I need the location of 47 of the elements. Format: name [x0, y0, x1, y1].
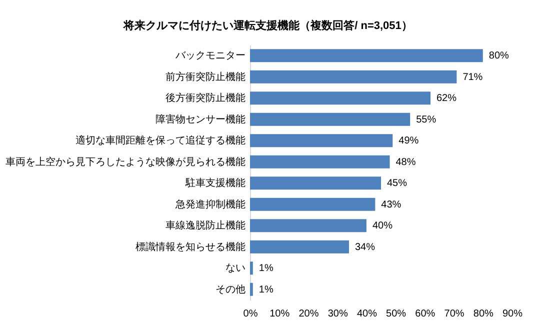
data-label: 43%: [381, 199, 402, 210]
bar: [250, 176, 381, 190]
bar: [250, 155, 390, 168]
bar: [250, 219, 366, 232]
x-tick-label: 30%: [328, 308, 348, 320]
data-label: 40%: [372, 220, 393, 232]
y-tick-label: 車両を上空から見下ろしたような映像が見られる機能: [6, 156, 246, 168]
data-label: 45%: [387, 178, 408, 190]
x-tick-label: 40%: [356, 308, 378, 320]
y-tick-label: 後方衝突防止機能: [166, 92, 246, 104]
x-tick-label: 90%: [502, 308, 523, 320]
bar: [250, 262, 253, 275]
data-label: 80%: [488, 50, 510, 62]
x-tick-label: 70%: [444, 308, 464, 320]
x-tick-label: 60%: [415, 308, 436, 320]
y-tick-label: ない: [226, 263, 246, 274]
bar: [250, 49, 483, 62]
y-tick-label: 障害物センサー機能: [156, 113, 246, 126]
y-tick-label: その他: [216, 283, 246, 296]
bar: [250, 70, 457, 84]
bar: [250, 240, 349, 254]
y-tick-label: 標識情報を知らせる機能: [136, 240, 246, 253]
data-label: 34%: [354, 242, 376, 253]
data-label: 49%: [398, 136, 419, 147]
y-tick-label: 駐車支援機能: [184, 177, 246, 190]
bar: [250, 198, 376, 211]
chart-title: 将来クルマに付けたい運転支援機能（複数回答/ n=3,051）: [122, 19, 412, 32]
bar: [250, 92, 430, 105]
bar: [250, 112, 410, 126]
y-tick-label: 前方衝突防止機能: [166, 70, 246, 83]
x-tick-label: 0%: [243, 308, 258, 320]
y-tick-label: 適切な車間距離を保って追従する機能: [76, 134, 246, 147]
data-label: 55%: [416, 114, 436, 126]
data-label: 71%: [462, 72, 483, 83]
x-tick-label: 20%: [298, 308, 319, 320]
y-tick-label: 車線逸脱防止機能: [166, 220, 246, 232]
x-tick-label: 80%: [473, 308, 494, 320]
data-label: 48%: [396, 156, 416, 168]
y-tick-label: バックモニター: [174, 50, 246, 62]
bar: [250, 282, 253, 296]
data-label: 1%: [258, 284, 274, 296]
y-tick-label: 急発進抑制機能: [174, 198, 246, 210]
data-label: 1%: [258, 263, 274, 274]
bar: [250, 134, 393, 148]
data-label: 62%: [436, 93, 457, 104]
x-tick-label: 50%: [386, 308, 406, 320]
x-tick-label: 10%: [270, 308, 290, 320]
